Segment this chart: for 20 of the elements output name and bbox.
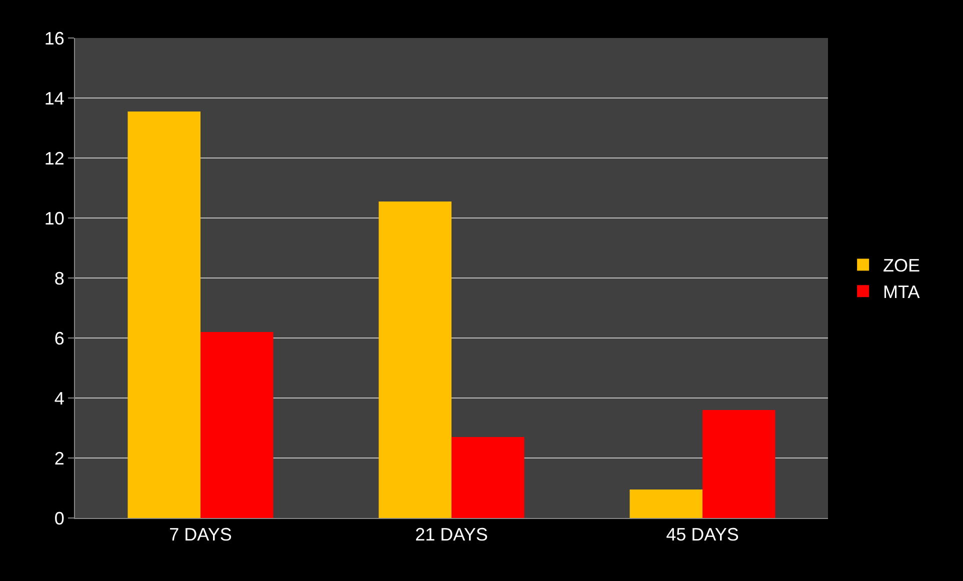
y-tick-label: 0 [54, 508, 64, 528]
x-tick-label: 45 DAYS [666, 524, 739, 545]
bar [452, 437, 524, 518]
y-tick-label: 12 [44, 148, 64, 168]
bar [378, 202, 452, 518]
legend-label: MTA [883, 282, 920, 302]
bar [702, 410, 776, 518]
bar [630, 490, 702, 518]
bar [128, 112, 200, 518]
y-tick-label: 4 [54, 388, 64, 408]
y-tick-label: 14 [44, 88, 64, 108]
y-tick-label: 8 [54, 268, 64, 288]
bar [200, 332, 274, 518]
x-tick-label: 7 DAYS [169, 524, 232, 545]
y-tick-label: 6 [54, 328, 64, 348]
y-tick-label: 16 [44, 28, 64, 48]
y-tick-label: 2 [54, 448, 64, 468]
x-tick-label: 21 DAYS [415, 524, 488, 545]
legend-label: ZOE [883, 256, 920, 276]
y-tick-label: 10 [44, 208, 64, 228]
